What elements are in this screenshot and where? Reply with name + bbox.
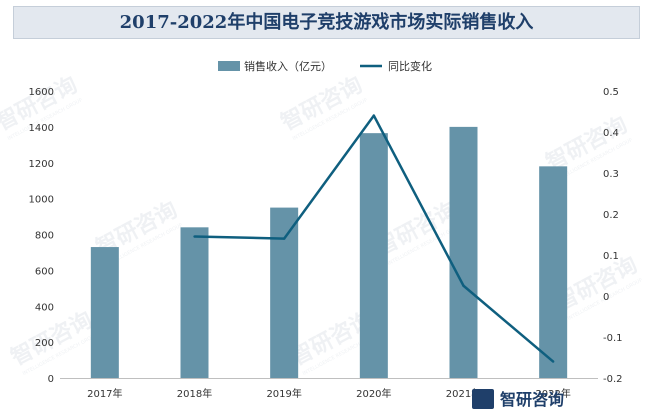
y-left-tick-label: 0 <box>48 374 54 385</box>
line-point <box>372 114 376 117</box>
axes: 0 200 400 600 800 1000 1200 1400 1600 -0.2 -0.1 0 0.… <box>29 87 623 400</box>
legend: 销售收入（亿元） 同比变化 <box>218 59 432 73</box>
y-right-tick-label: 0.4 <box>603 128 619 139</box>
y-left-tick-label: 1200 <box>29 159 54 170</box>
line-point <box>193 235 196 238</box>
bar <box>359 133 388 378</box>
x-tick-label: 2022年 <box>535 387 570 400</box>
y-right-tick-label: 0.3 <box>603 169 619 180</box>
y-left-tick-label: 200 <box>35 338 54 349</box>
x-tick-label: 2019年 <box>266 387 301 400</box>
bar <box>449 126 478 378</box>
bar <box>90 247 119 378</box>
x-tick-label: 2018年 <box>177 387 212 400</box>
logo-mark-icon <box>472 389 494 409</box>
y-left-tick-label: 1400 <box>29 123 54 134</box>
brand-logo: 智研咨询 <box>472 389 564 409</box>
y-right-tick-label: -0.1 <box>603 333 623 344</box>
y-right-tick-label: 0 <box>603 292 609 303</box>
y-right-tick-label: 0.1 <box>603 251 619 262</box>
legend-line-label: 同比变化 <box>388 59 432 73</box>
y-right-tick-label: 0.2 <box>603 210 619 221</box>
y-left-tick-label: 1600 <box>29 87 54 98</box>
legend-bar-label: 销售收入（亿元） <box>244 59 332 73</box>
bar <box>270 207 299 378</box>
line-series <box>193 114 555 363</box>
bar-series <box>90 126 568 378</box>
x-tick-label: 2020年 <box>356 387 391 400</box>
logo-text: 智研咨询 <box>500 390 564 409</box>
y-right-tick-label: 0.5 <box>603 87 619 98</box>
line-point <box>282 237 286 240</box>
chart-title: 2017-2022年中国电子竞技游戏市场实际销售收入 <box>119 12 534 33</box>
line-point <box>462 284 465 287</box>
y-left-tick-label: 1000 <box>29 195 54 206</box>
legend-bar-swatch <box>218 61 240 71</box>
y-left-tick-label: 800 <box>35 231 54 242</box>
y-left-tick-label: 600 <box>35 266 54 277</box>
bar <box>539 166 568 378</box>
title-bar: 2017-2022年中国电子竞技游戏市场实际销售收入 <box>13 6 640 39</box>
y-left-tick-label: 400 <box>35 302 54 313</box>
x-tick-label: 2017年 <box>87 387 122 400</box>
y-right-tick-label: -0.2 <box>603 374 623 385</box>
bar <box>180 227 209 378</box>
line-point <box>551 360 555 363</box>
